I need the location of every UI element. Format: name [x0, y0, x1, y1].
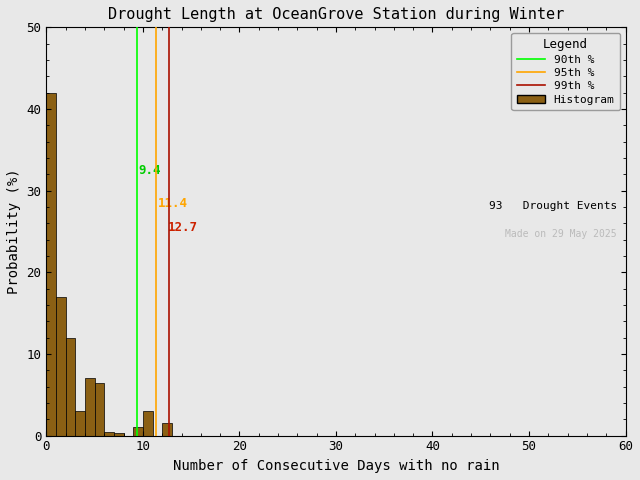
Bar	[56, 297, 66, 436]
Bar	[143, 411, 152, 436]
Bar	[46, 93, 56, 436]
Bar	[85, 378, 95, 436]
Bar	[95, 383, 104, 436]
Bar	[104, 432, 114, 436]
Text: 9.4: 9.4	[138, 164, 161, 177]
Bar	[114, 433, 124, 436]
Legend: 90th %, 95th %, 99th %, Histogram: 90th %, 95th %, 99th %, Histogram	[511, 33, 620, 110]
Text: 11.4: 11.4	[158, 197, 188, 210]
Y-axis label: Probability (%): Probability (%)	[7, 168, 21, 294]
Bar	[162, 423, 172, 436]
Text: Made on 29 May 2025: Made on 29 May 2025	[505, 229, 617, 240]
X-axis label: Number of Consecutive Days with no rain: Number of Consecutive Days with no rain	[173, 459, 499, 473]
Text: 93   Drought Events: 93 Drought Events	[488, 201, 617, 211]
Text: 12.7: 12.7	[168, 221, 198, 234]
Bar	[133, 428, 143, 436]
Bar	[76, 411, 85, 436]
Bar	[66, 337, 76, 436]
Title: Drought Length at OceanGrove Station during Winter: Drought Length at OceanGrove Station dur…	[108, 7, 564, 22]
